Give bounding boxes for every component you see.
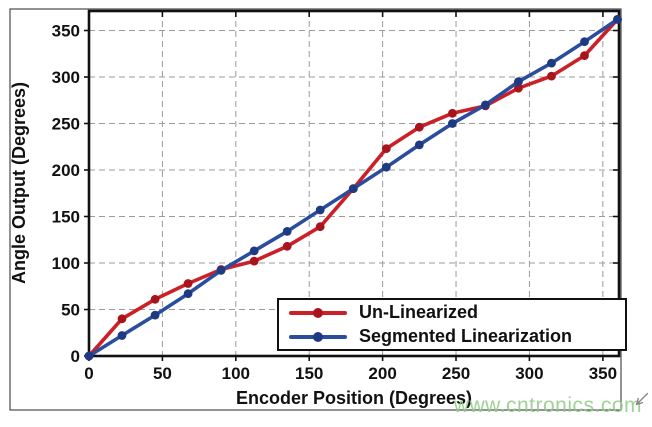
svg-text:100: 100 — [222, 364, 250, 383]
svg-text:250: 250 — [442, 364, 470, 383]
svg-text:300: 300 — [515, 364, 543, 383]
legend-label: Un-Linearized — [359, 302, 479, 322]
svg-text:50: 50 — [61, 301, 80, 320]
watermark-text: www.cntronics.com — [453, 394, 642, 417]
legend-item-segmented: Segmented Linearization — [289, 326, 625, 347]
svg-text:350: 350 — [589, 364, 617, 383]
svg-text:150: 150 — [52, 208, 80, 227]
svg-text:200: 200 — [52, 161, 80, 180]
legend-item-unlinearized: Un-Linearized — [289, 302, 625, 323]
svg-text:250: 250 — [52, 115, 80, 134]
legend-marker — [313, 331, 323, 342]
svg-text:50: 50 — [153, 364, 172, 383]
svg-text:100: 100 — [52, 254, 80, 273]
blue-line-sample-icon — [289, 331, 347, 342]
cursor-icon — [635, 392, 649, 406]
legend-marker — [313, 307, 323, 318]
svg-text:300: 300 — [52, 68, 80, 87]
svg-text:0: 0 — [84, 364, 93, 383]
legend-label: Segmented Linearization — [359, 326, 573, 346]
svg-text:200: 200 — [368, 364, 396, 383]
red-line-sample-icon — [289, 307, 347, 318]
svg-text:150: 150 — [295, 364, 323, 383]
svg-text:0: 0 — [71, 347, 80, 366]
legend: Un-Linearized Segmented Linearization — [277, 298, 627, 351]
y-axis-title: Angle Output (Degrees) — [9, 82, 29, 285]
svg-text:350: 350 — [52, 22, 80, 41]
x-axis-title: Encoder Position (Degrees) — [235, 388, 473, 408]
